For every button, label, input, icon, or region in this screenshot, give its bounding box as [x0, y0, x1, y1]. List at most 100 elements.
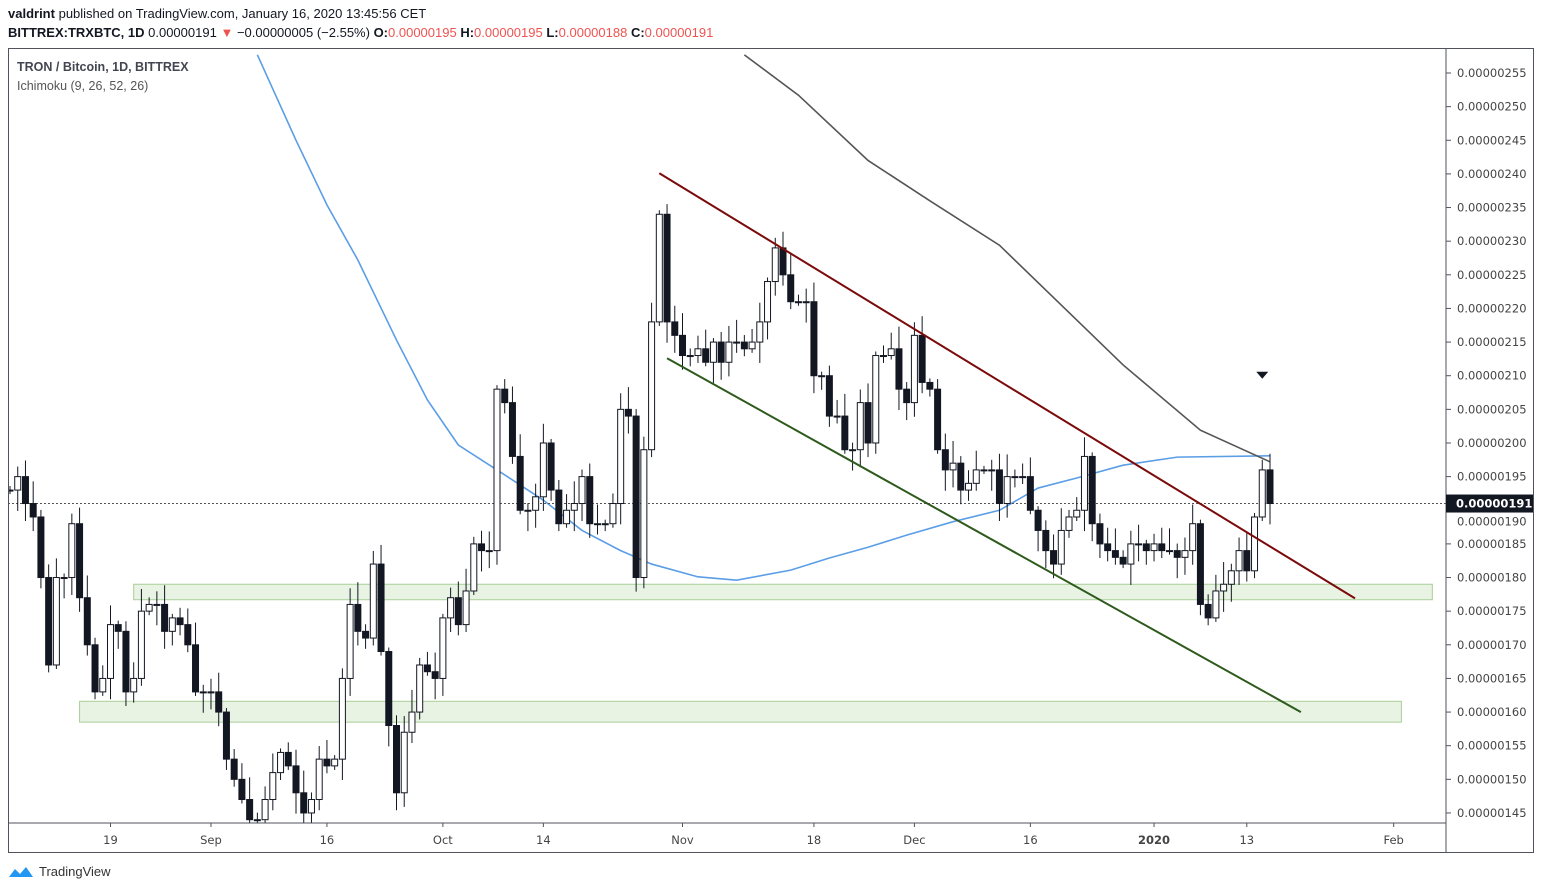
- candle: [849, 442, 857, 471]
- indicator-legend[interactable]: Ichimoku (9, 26, 52, 26): [17, 79, 149, 93]
- candle: [965, 470, 973, 501]
- y-tick-label: 0.00000155: [1457, 739, 1527, 753]
- candle: [1235, 537, 1243, 585]
- author[interactable]: valdrint: [8, 6, 55, 21]
- candle: [1181, 537, 1189, 575]
- candle: [1057, 508, 1065, 575]
- candle-body: [300, 792, 308, 814]
- candle-body: [1258, 469, 1266, 518]
- candle: [1258, 459, 1266, 522]
- candle-body: [879, 355, 887, 358]
- series-legend[interactable]: TRON / Bitcoin, 1D, BITTREX: [17, 60, 189, 74]
- x-tick-label: Nov: [671, 833, 694, 847]
- candle-body: [1150, 543, 1158, 552]
- candle-body: [230, 758, 238, 780]
- x-tick-label: 16: [1023, 833, 1038, 847]
- candle: [586, 463, 594, 538]
- candle-body: [1034, 509, 1042, 531]
- candle-body: [508, 402, 516, 457]
- candle: [995, 453, 1003, 522]
- candle-body: [887, 348, 895, 357]
- candle: [794, 294, 802, 306]
- candle: [315, 746, 323, 811]
- candle-body: [593, 523, 601, 526]
- candle: [68, 513, 76, 596]
- candle-body: [307, 799, 315, 814]
- candle-body: [222, 711, 230, 760]
- candle: [1019, 463, 1027, 485]
- candle-body: [733, 341, 741, 344]
- candle: [478, 530, 486, 572]
- candle-body: [362, 630, 370, 639]
- high-label: H:: [460, 25, 475, 40]
- x-tick-label: 18: [807, 833, 822, 847]
- candle-body: [8, 489, 14, 492]
- candle-body: [1096, 523, 1104, 545]
- candle-body: [1019, 476, 1027, 479]
- candle: [14, 466, 22, 511]
- candle-body: [849, 449, 857, 452]
- candle: [547, 438, 555, 501]
- y-tick-label: 0.00000210: [1457, 369, 1527, 383]
- publish-text: published on TradingView.com, January 16…: [58, 6, 427, 21]
- candle-body: [393, 725, 400, 794]
- candle: [377, 544, 385, 656]
- candle: [416, 657, 424, 720]
- candle-body: [377, 563, 385, 653]
- low-value: 0.00000188: [558, 25, 628, 40]
- candle-body: [988, 469, 996, 472]
- candle-body: [246, 799, 254, 821]
- candle: [338, 668, 346, 781]
- candle: [1251, 512, 1259, 579]
- candle-body: [1235, 550, 1243, 572]
- candle: [941, 433, 949, 491]
- candle-body: [447, 597, 455, 619]
- candle: [663, 204, 671, 343]
- candle-body: [632, 415, 640, 579]
- candle: [83, 575, 91, 656]
- candle-body: [315, 758, 323, 801]
- last-price: 0.00000191: [148, 25, 217, 40]
- candle-body: [501, 388, 509, 404]
- candle: [1220, 562, 1228, 612]
- candle: [910, 322, 918, 417]
- candle: [787, 252, 795, 310]
- y-tick-label: 0.00000200: [1457, 436, 1527, 450]
- candle: [1266, 453, 1274, 525]
- candle-body: [261, 799, 269, 821]
- candle-body: [1220, 583, 1228, 592]
- candle: [1142, 539, 1150, 565]
- candle-body: [52, 577, 60, 666]
- candle-body: [949, 462, 957, 471]
- candle-body: [872, 355, 880, 444]
- candle: [879, 345, 887, 363]
- candle: [1135, 524, 1143, 562]
- candle: [269, 753, 277, 811]
- candle-body: [338, 677, 346, 760]
- candle: [253, 812, 261, 823]
- candle: [694, 335, 702, 363]
- candle: [331, 755, 339, 770]
- candle-body: [130, 677, 138, 693]
- candle: [230, 749, 238, 787]
- candle: [640, 436, 648, 589]
- candle-body: [586, 476, 594, 525]
- y-tick-label: 0.00000145: [1457, 806, 1527, 820]
- candle: [1196, 519, 1204, 616]
- candle-body: [60, 577, 68, 580]
- candle: [733, 319, 741, 353]
- candle: [717, 331, 725, 380]
- candle: [346, 588, 354, 696]
- candle: [1227, 563, 1235, 602]
- candle: [408, 689, 416, 744]
- candle: [400, 716, 408, 807]
- candle: [679, 313, 687, 370]
- candle-body: [215, 691, 223, 713]
- candle-body: [176, 617, 184, 626]
- tradingview-logo[interactable]: TradingView: [8, 864, 111, 879]
- resistance-trendline: [658, 172, 1356, 600]
- ichimoku-gray-line: [743, 54, 1271, 463]
- candle-body: [29, 503, 37, 518]
- candle-body: [756, 321, 764, 343]
